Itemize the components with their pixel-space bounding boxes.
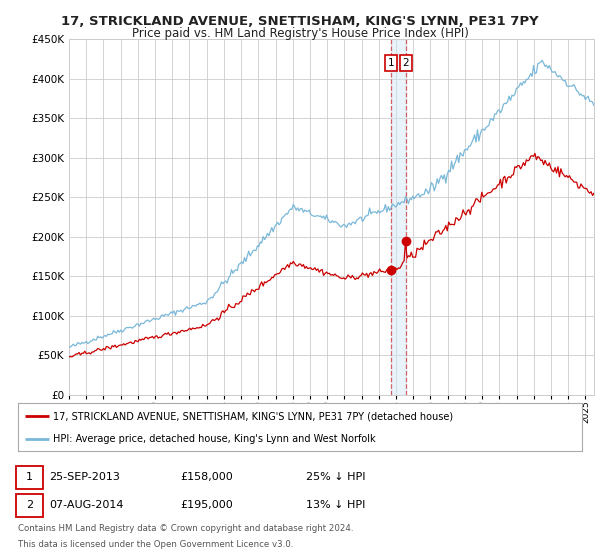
Text: £195,000: £195,000 — [180, 500, 233, 510]
Text: 13% ↓ HPI: 13% ↓ HPI — [306, 500, 365, 510]
Text: 2: 2 — [26, 500, 33, 510]
Text: 07-AUG-2014: 07-AUG-2014 — [49, 500, 124, 510]
Text: Price paid vs. HM Land Registry's House Price Index (HPI): Price paid vs. HM Land Registry's House … — [131, 27, 469, 40]
Text: 17, STRICKLAND AVENUE, SNETTISHAM, KING'S LYNN, PE31 7PY: 17, STRICKLAND AVENUE, SNETTISHAM, KING'… — [61, 15, 539, 27]
Text: 1: 1 — [26, 472, 33, 482]
Text: Contains HM Land Registry data © Crown copyright and database right 2024.: Contains HM Land Registry data © Crown c… — [18, 524, 353, 533]
Text: This data is licensed under the Open Government Licence v3.0.: This data is licensed under the Open Gov… — [18, 540, 293, 549]
Text: 17, STRICKLAND AVENUE, SNETTISHAM, KING'S LYNN, PE31 7PY (detached house): 17, STRICKLAND AVENUE, SNETTISHAM, KING'… — [53, 411, 453, 421]
Text: 1: 1 — [388, 58, 395, 68]
Bar — [391, 39, 406, 395]
Text: HPI: Average price, detached house, King's Lynn and West Norfolk: HPI: Average price, detached house, King… — [53, 434, 376, 444]
Text: £158,000: £158,000 — [180, 472, 233, 482]
Text: 2: 2 — [403, 58, 409, 68]
Text: 25% ↓ HPI: 25% ↓ HPI — [306, 472, 365, 482]
Text: 25-SEP-2013: 25-SEP-2013 — [49, 472, 120, 482]
